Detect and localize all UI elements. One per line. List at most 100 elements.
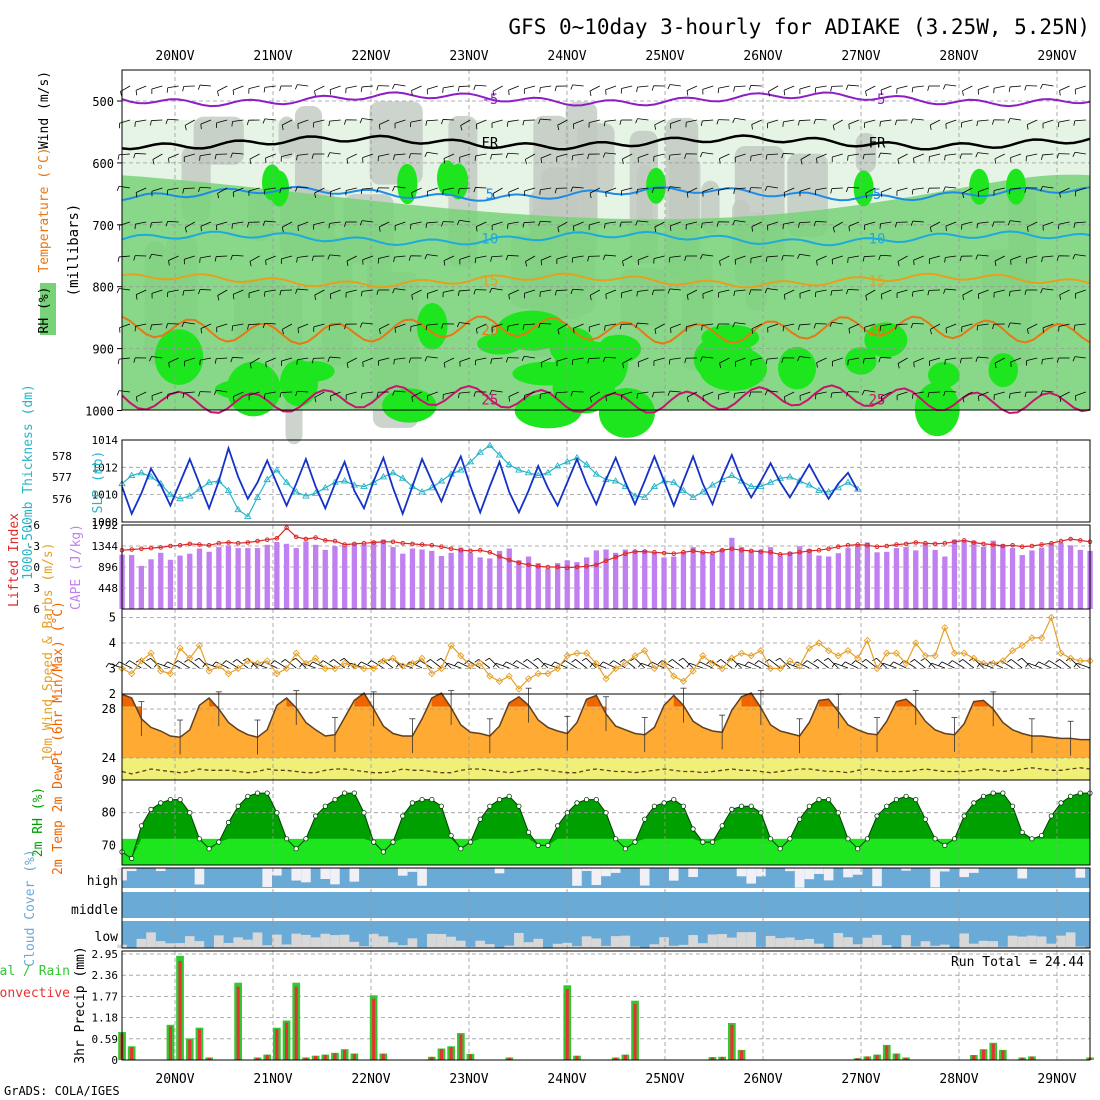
wind-barb — [961, 221, 973, 226]
rh-marker — [1009, 803, 1016, 809]
wind-barb — [165, 119, 169, 125]
wind-barb — [702, 323, 714, 326]
wind-barb — [699, 152, 703, 158]
wind-barb — [133, 255, 136, 261]
rh-marker — [458, 846, 464, 852]
surface-wind-barb — [668, 659, 673, 663]
wind-barb — [359, 118, 363, 124]
surface-wind-barb — [194, 657, 200, 662]
surface-wind-barb — [222, 660, 227, 665]
wind-barb — [505, 357, 509, 363]
thickness-marker — [544, 468, 552, 476]
lifted-index-marker — [545, 564, 551, 570]
rh-marker — [574, 800, 580, 806]
wind-barb — [959, 358, 962, 364]
wind-barb — [572, 84, 584, 87]
wind-barb — [328, 121, 331, 127]
wind-barb — [865, 193, 868, 199]
contour-label: FR — [481, 135, 498, 151]
wind-barb — [847, 186, 860, 189]
wind-barb — [1056, 255, 1059, 261]
surface-wind-barb — [941, 661, 955, 669]
surface-wind-barb — [651, 661, 665, 669]
wind-barb — [411, 90, 413, 96]
wind-speed-marker — [292, 649, 300, 657]
wind-barb — [1041, 359, 1043, 365]
cloud-high-gap — [852, 868, 863, 875]
wind-barb — [570, 186, 574, 192]
wind-tick-label: 4 — [109, 636, 116, 650]
surface-wind-barb — [865, 659, 878, 669]
wind-barb — [1007, 118, 1011, 124]
wind-barb — [184, 227, 187, 233]
wind-barb — [426, 323, 438, 326]
cape-bar — [603, 549, 609, 609]
wind-barb — [993, 85, 1005, 89]
lifted-index-marker — [942, 540, 948, 546]
wind-barb — [912, 391, 924, 395]
wind-speed-marker — [670, 672, 678, 680]
wind-barb — [360, 189, 363, 195]
surface-wind-barb — [447, 662, 461, 669]
rh-marker — [661, 800, 667, 806]
wind-barb — [848, 124, 850, 130]
wind-barb — [184, 119, 195, 126]
surface-wind-barb — [1076, 662, 1091, 669]
lifted-index-marker — [255, 538, 260, 544]
wind-barb — [555, 392, 557, 398]
lifted-tick-label: 0 — [33, 561, 40, 574]
rh-saturated-patch — [777, 346, 817, 390]
cape-bar — [922, 543, 929, 609]
wind-barb — [865, 187, 876, 194]
wind-barb — [622, 255, 633, 262]
wind-barb — [200, 357, 212, 361]
wind-barb — [149, 356, 152, 362]
wind-barb — [152, 153, 163, 160]
rh-marker — [913, 796, 919, 803]
surface-wind-barb — [302, 662, 316, 669]
wind-barb — [978, 85, 989, 90]
wind-barb — [751, 323, 762, 330]
wind-barb — [622, 261, 624, 267]
surface-wind-barb — [831, 662, 836, 668]
wind-barb — [896, 85, 908, 90]
surface-wind-barb — [177, 660, 190, 669]
thickness-marker — [757, 482, 765, 489]
wind-barb — [962, 397, 965, 403]
cape-bar — [545, 568, 551, 609]
lifted-index-marker — [371, 540, 377, 545]
cape-bar — [1009, 548, 1016, 609]
wind-barb — [862, 256, 865, 262]
surface-wind-barb — [202, 662, 206, 668]
cloud-low-gap — [910, 946, 921, 948]
rh-marker — [671, 796, 677, 803]
cape-tick-label: 1344 — [92, 540, 119, 553]
wind-barb — [508, 396, 511, 402]
date-tick-bottom: 29NOV — [1037, 1072, 1076, 1087]
wind-barb — [346, 158, 349, 164]
wind-barb — [637, 255, 649, 261]
wind-speed-marker — [679, 677, 688, 685]
precip-convective-bar — [614, 1057, 618, 1060]
cloud-low-gap — [272, 934, 282, 948]
wind-barb — [411, 85, 422, 91]
precip-tick-label: 1.77 — [92, 990, 119, 1003]
lifted-index-marker — [506, 557, 512, 563]
wind-speed-marker — [747, 652, 755, 660]
wind-barb — [329, 152, 341, 155]
lifted-index-marker — [594, 562, 599, 568]
wind-barb — [764, 186, 768, 191]
wind-barb — [459, 322, 471, 325]
wind-barb — [702, 85, 714, 90]
wind-barb — [460, 125, 463, 131]
date-tick-top: 23NOV — [449, 49, 488, 64]
wind-speed-marker — [650, 664, 659, 673]
wind-barb — [881, 187, 892, 193]
wind-barb — [765, 359, 768, 365]
wind-barb — [540, 85, 552, 88]
wind-barb — [359, 220, 363, 226]
thickness-marker — [273, 466, 281, 473]
wind-speed-marker — [341, 659, 349, 668]
rh-saturated-patch — [701, 324, 760, 351]
wind-barb — [1040, 186, 1043, 192]
